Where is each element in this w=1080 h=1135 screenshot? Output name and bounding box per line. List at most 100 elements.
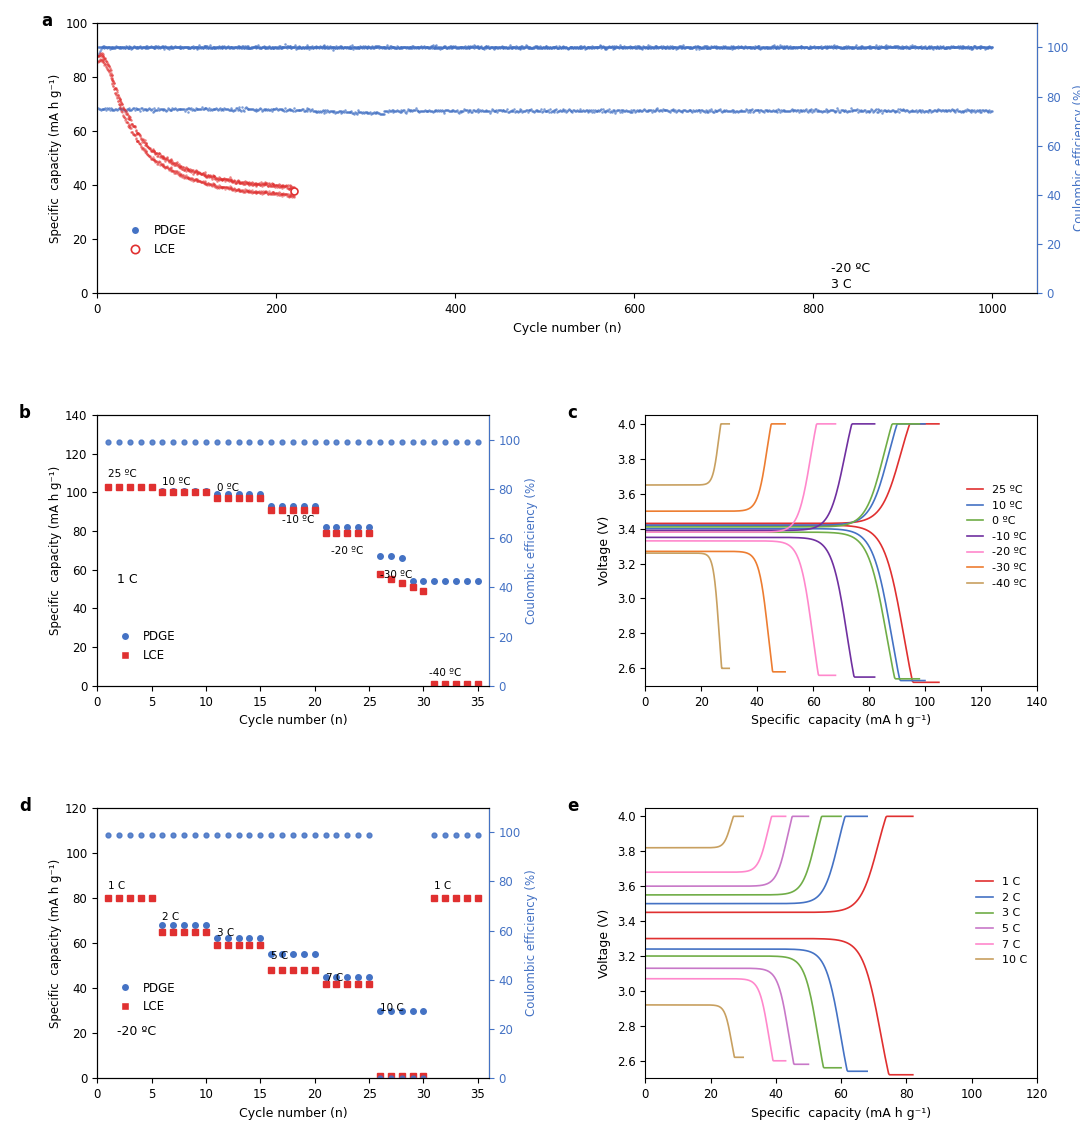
Text: 25 ºC: 25 ºC — [108, 469, 137, 479]
5 C — [777, 849, 789, 863]
0 ºC — [888, 417, 901, 430]
-30 ºC — [721, 504, 734, 518]
Line: -10 ºC: -10 ºC — [646, 423, 875, 530]
10 C — [721, 827, 734, 841]
Text: -10 ºC: -10 ºC — [282, 515, 314, 526]
2 C — [639, 897, 652, 910]
25 ºC — [813, 516, 826, 530]
-10 ºC — [779, 523, 792, 537]
5 C — [802, 809, 815, 823]
1 C — [639, 906, 652, 919]
-40 ºC — [690, 478, 703, 491]
25 ºC — [639, 516, 652, 530]
-10 ºC — [775, 523, 788, 537]
Y-axis label: Voltage (V): Voltage (V) — [598, 515, 611, 586]
-20 ºC — [639, 526, 652, 539]
7 C — [639, 865, 652, 878]
-30 ºC — [766, 417, 779, 430]
Text: d: d — [18, 797, 30, 815]
1 C — [797, 906, 810, 919]
Legend: PDGE, LCE: PDGE, LCE — [111, 625, 180, 666]
7 C — [779, 809, 792, 823]
-40 ºC — [688, 478, 701, 491]
Text: 10 ºC: 10 ºC — [162, 477, 191, 487]
Text: -20 ºC: -20 ºC — [117, 1025, 156, 1037]
Legend: 1 C, 2 C, 3 C, 5 C, 7 C, 10 C: 1 C, 2 C, 3 C, 5 C, 7 C, 10 C — [972, 873, 1031, 969]
Y-axis label: Specific  capacity (mA h g⁻¹): Specific capacity (mA h g⁻¹) — [50, 858, 63, 1027]
Text: 3 C: 3 C — [831, 278, 852, 291]
Line: 5 C: 5 C — [646, 816, 809, 886]
1 C — [639, 906, 652, 919]
2 C — [774, 897, 787, 910]
Text: 7 C: 7 C — [325, 974, 342, 983]
25 ºC — [904, 417, 917, 430]
5 C — [639, 880, 652, 893]
0 ºC — [802, 520, 815, 533]
7 C — [639, 865, 652, 878]
3 C — [639, 888, 652, 901]
Legend: PDGE, LCE: PDGE, LCE — [111, 977, 180, 1018]
-40 ºC — [715, 417, 728, 430]
1 C — [906, 809, 919, 823]
5 C — [786, 809, 799, 823]
2 C — [840, 809, 853, 823]
-10 ºC — [848, 417, 861, 430]
2 C — [771, 897, 784, 910]
-40 ºC — [715, 417, 728, 430]
10 ºC — [810, 519, 823, 532]
3 C — [816, 809, 829, 823]
7 C — [767, 809, 780, 823]
0 ºC — [801, 520, 814, 533]
-10 ºC — [846, 417, 859, 430]
X-axis label: Specific  capacity (mA h g⁻¹): Specific capacity (mA h g⁻¹) — [751, 1107, 931, 1119]
10 C — [639, 841, 652, 855]
Legend: 25 ºC, 10 ºC, 0 ºC, -10 ºC, -20 ºC, -30 ºC, -40 ºC: 25 ºC, 10 ºC, 0 ºC, -10 ºC, -20 ºC, -30 … — [962, 481, 1031, 594]
25 ºC — [906, 417, 919, 430]
10 ºC — [639, 519, 652, 532]
Text: 3 C: 3 C — [217, 928, 234, 939]
-20 ºC — [829, 417, 842, 430]
Y-axis label: Coulombic efficiency (%): Coulombic efficiency (%) — [1072, 85, 1080, 232]
0 ºC — [639, 520, 652, 533]
Text: 1 C: 1 C — [108, 881, 125, 891]
Y-axis label: Coulombic efficiency (%): Coulombic efficiency (%) — [525, 869, 538, 1016]
-40 ºC — [639, 478, 652, 491]
1 C — [802, 906, 815, 919]
-30 ºC — [723, 504, 735, 518]
Line: -40 ºC: -40 ºC — [646, 423, 729, 485]
0 ºC — [887, 417, 900, 430]
3 C — [755, 888, 768, 901]
-10 ºC — [832, 478, 845, 491]
Line: 25 ºC: 25 ºC — [646, 423, 939, 523]
10 ºC — [806, 519, 819, 532]
Line: 0 ºC: 0 ºC — [646, 423, 919, 527]
7 C — [725, 865, 738, 878]
0 ºC — [913, 417, 926, 430]
2 C — [826, 859, 839, 873]
1 C — [882, 809, 895, 823]
3 C — [804, 855, 816, 868]
-30 ºC — [639, 504, 652, 518]
-20 ºC — [752, 526, 765, 539]
0 ºC — [639, 520, 652, 533]
2 C — [770, 897, 783, 910]
-10 ºC — [639, 523, 652, 537]
Line: 2 C: 2 C — [646, 816, 867, 903]
7 C — [766, 809, 779, 823]
7 C — [757, 841, 770, 855]
Text: 1 C: 1 C — [117, 573, 137, 586]
2 C — [839, 809, 852, 823]
2 C — [861, 809, 874, 823]
-20 ºC — [755, 526, 768, 539]
-20 ºC — [812, 417, 825, 430]
10 ºC — [875, 474, 888, 488]
Line: 7 C: 7 C — [646, 816, 785, 872]
Line: 10 C: 10 C — [646, 816, 743, 848]
Text: -20 ºC: -20 ºC — [330, 546, 363, 556]
Text: -20 ºC: -20 ºC — [831, 262, 870, 275]
10 ºC — [805, 519, 818, 532]
Text: 2 C: 2 C — [162, 913, 179, 923]
X-axis label: Cycle number (n): Cycle number (n) — [239, 1107, 348, 1119]
Text: 1 C: 1 C — [434, 881, 451, 891]
10 C — [699, 841, 712, 855]
